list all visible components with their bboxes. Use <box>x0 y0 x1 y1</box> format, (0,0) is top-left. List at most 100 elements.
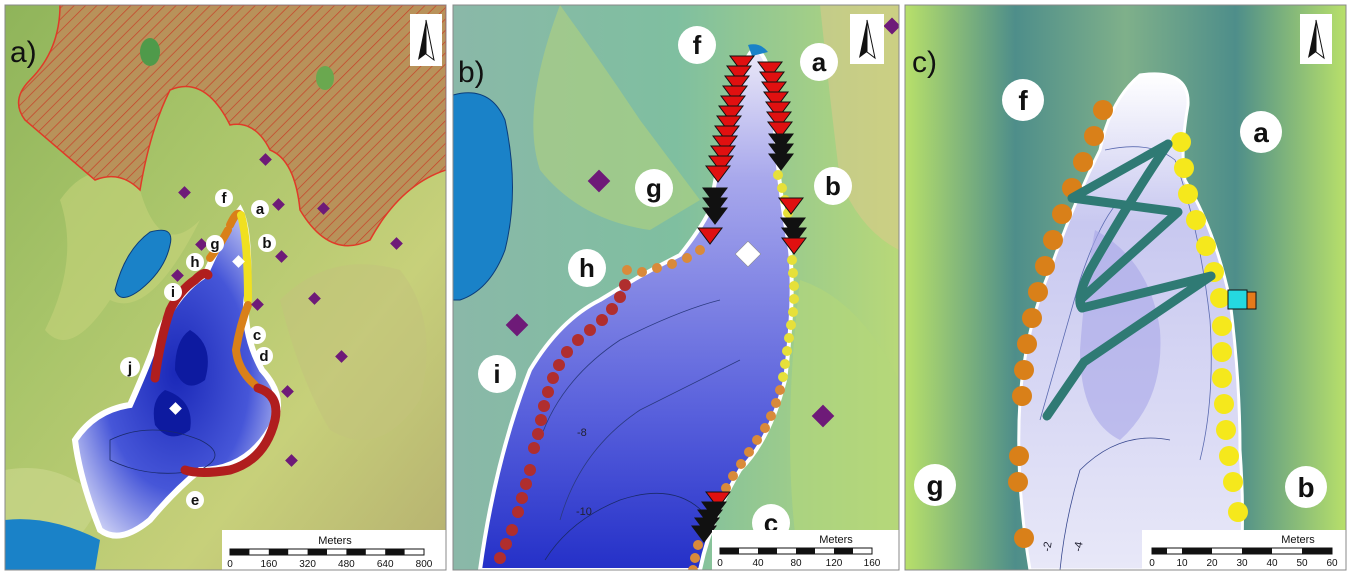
north-arrow-icon <box>850 14 884 64</box>
site-label-text: j <box>127 360 132 377</box>
site-label-f: f <box>1002 79 1044 121</box>
scale-tick: 0 <box>717 558 723 569</box>
site-label-a: a <box>1240 111 1282 153</box>
station-marker <box>251 298 264 311</box>
sampling-point-diamond <box>169 402 182 415</box>
site-label-b: b <box>814 167 852 205</box>
station-marker <box>171 269 184 282</box>
scale-bar: Meters 0 160 320 480 640 800 <box>222 530 446 570</box>
site-label-text: c <box>253 327 261 344</box>
site-label-e: e <box>186 491 204 509</box>
site-label-text: g <box>210 236 219 253</box>
site-label-text: i <box>171 284 175 301</box>
station-marker <box>811 404 835 428</box>
triangle-markers-left <box>697 55 755 245</box>
boat-track <box>1075 139 1173 313</box>
scale-tick: 60 <box>1326 558 1338 569</box>
site-label-text: g <box>646 173 662 203</box>
terrain-peak <box>140 38 160 66</box>
station-marker <box>178 186 191 199</box>
site-label-text: f <box>693 30 702 60</box>
site-label-f: f <box>215 189 233 207</box>
panel-frame <box>4 4 447 571</box>
triangle-markers-right <box>757 61 807 255</box>
triangle-markers-bottom <box>691 491 731 543</box>
site-label-j: j <box>120 357 140 377</box>
north-arrow-icon <box>410 14 442 66</box>
scale-tick: 160 <box>260 559 277 570</box>
panel-b: -8 -10 <box>453 5 899 570</box>
station-marker <box>281 385 294 398</box>
site-label-text: f <box>1018 85 1028 116</box>
site-label-a: a <box>800 43 838 81</box>
lake-outflow <box>5 519 100 570</box>
terrain-ridge <box>280 264 427 440</box>
sampling-point-diamond <box>232 255 245 268</box>
shore-segment-red <box>180 383 281 477</box>
shore-segment-yellow <box>237 211 252 304</box>
depth-contour <box>544 492 711 561</box>
contour-label: -8 <box>577 427 587 439</box>
site-label-d: d <box>255 347 273 365</box>
site-label-text: a <box>256 201 265 218</box>
scale-tick: 40 <box>1266 558 1278 569</box>
scale-tick: 320 <box>299 559 316 570</box>
scale-tick: 50 <box>1296 558 1308 569</box>
depth-contour <box>1039 199 1121 421</box>
site-label-text: a <box>812 47 827 77</box>
scale-tick: 30 <box>1236 558 1248 569</box>
site-label-text: b <box>262 235 271 252</box>
shore-dots-orange <box>622 245 705 277</box>
station-marker <box>335 350 348 363</box>
site-label-text: i <box>493 359 500 389</box>
depth-contour <box>109 429 216 474</box>
site-labels: f a g b h i c <box>478 26 852 542</box>
site-label-text: a <box>1253 117 1269 148</box>
site-label-text: d <box>259 348 268 365</box>
site-label-text: g <box>926 470 943 501</box>
contour-label: -10 <box>576 506 592 518</box>
station-marker <box>308 292 321 305</box>
shore-segment-orange <box>231 301 259 389</box>
contour-label: -4 <box>1072 541 1086 553</box>
site-label-i: i <box>164 283 182 301</box>
site-label-text: e <box>191 492 199 509</box>
site-label-text: h <box>579 253 595 283</box>
site-label-f: f <box>678 26 716 64</box>
station-marker <box>275 250 288 263</box>
site-label-h: h <box>186 253 204 271</box>
terrain-ridge <box>820 5 899 250</box>
lake-adjacent <box>453 92 513 301</box>
lake-deep-basin <box>175 330 208 386</box>
instrument-marker-cyan <box>1227 289 1248 310</box>
terrain-peak <box>316 66 334 90</box>
site-label-text: b <box>1297 472 1314 503</box>
panel-frame <box>452 4 900 571</box>
station-marker <box>505 313 529 337</box>
depth-contour <box>1059 437 1171 570</box>
site-label-text: h <box>190 254 199 271</box>
scale-bar: Meters 0 40 80 120 160 <box>712 530 899 570</box>
site-label-text: b <box>825 171 841 201</box>
protected-area-hatched <box>17 5 446 247</box>
panel-a: a b c d e f g h i j a) Meters <box>5 5 446 570</box>
station-markers <box>171 153 403 467</box>
scale-tick: 160 <box>864 558 881 569</box>
site-label-g: g <box>914 464 956 506</box>
station-marker <box>272 198 285 211</box>
site-label-b: b <box>1285 466 1327 508</box>
north-arrow-icon <box>1300 14 1332 64</box>
scale-tick: 480 <box>338 559 355 570</box>
site-label-g: g <box>206 235 224 253</box>
station-marker <box>195 238 208 251</box>
scale-title: Meters <box>318 535 352 547</box>
scale-tick: 40 <box>752 558 764 569</box>
site-labels: a b c d e f g h i j <box>120 189 276 509</box>
site-label-i: i <box>478 355 516 393</box>
scale-tick: 0 <box>1149 558 1155 569</box>
station-marker <box>883 17 899 35</box>
scale-tick: 640 <box>377 559 394 570</box>
scale-title: Meters <box>819 534 853 546</box>
sampling-point-diamond <box>734 240 762 268</box>
